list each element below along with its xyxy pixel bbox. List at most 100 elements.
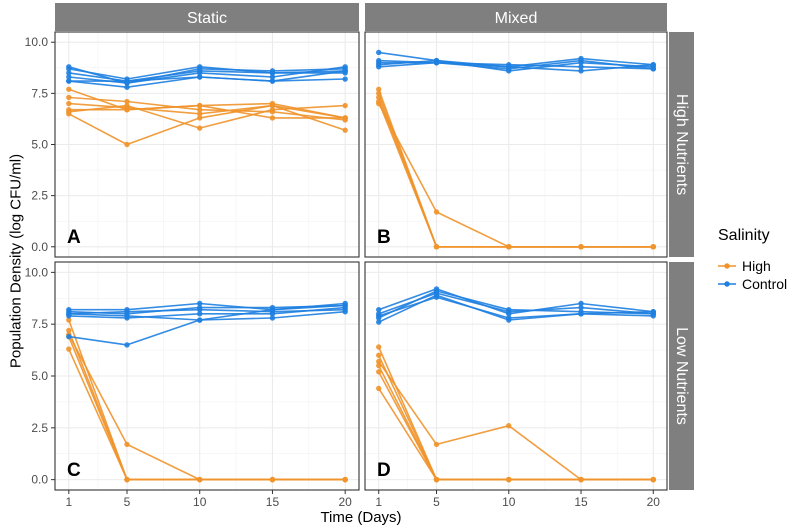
panel-a-control-data-point (197, 70, 203, 76)
y-tick-label: 10.0 (25, 35, 49, 49)
panel-a-control-data-point (124, 84, 130, 90)
panel-b-high-data-point (433, 244, 440, 250)
panel-a-control-data-point (66, 66, 72, 72)
panel-c-control-data-point (124, 309, 130, 315)
panel-a-high-data-point (124, 98, 130, 105)
x-tick-label: 15 (266, 495, 280, 509)
panel-a-high-data-point (269, 115, 276, 121)
panel-c-letter: C (67, 460, 81, 481)
panel-d-high-data-point (376, 352, 382, 358)
panel-a-high-data-point (197, 125, 203, 131)
x-tick-label: 20 (339, 495, 353, 509)
panel-c-high-data-point (66, 317, 72, 323)
panel-d-control-data-point (376, 306, 382, 313)
panel-a-control-data-point (197, 64, 203, 70)
panel-c-high-data-point (66, 346, 72, 352)
panel-a-high-data-point (66, 86, 72, 92)
panel-d-high-data-point (433, 441, 440, 448)
column-strip-mixed (365, 3, 667, 31)
panel-c-high-data-point (124, 441, 130, 448)
y-tick-label: 7.5 (31, 86, 48, 100)
panel-c-control-data-point (66, 333, 72, 340)
panel-b-control-data-point (650, 62, 656, 68)
panel-a-high-data-point (269, 102, 276, 109)
panel-d-high-data-point (650, 476, 656, 483)
panel-a-control-data-point (124, 78, 130, 84)
panel-c-control-data-point (124, 342, 130, 348)
panel-a-high-data-point (197, 111, 203, 117)
panel-a-control-data-point (66, 70, 72, 76)
panel-a-control-data-point (269, 74, 276, 80)
row-strip-label: Low Nutrients (673, 327, 690, 425)
panel-d-control-data-point (433, 292, 440, 298)
panel-d-high-data-point (376, 369, 382, 375)
panel-b-control-data-point (376, 64, 382, 70)
panel-b-control-data-point (376, 49, 382, 56)
legend-title: Salinity (718, 227, 770, 244)
panel-a-control-data-point (269, 78, 276, 84)
column-strip-label: Mixed (495, 10, 538, 27)
panel-a-high-data-point (66, 109, 72, 115)
panel-b-control-data-point (578, 64, 584, 70)
panel-a-high-data-point (124, 141, 130, 148)
legend-label-high: High (742, 258, 771, 274)
legend-key-point-control (724, 281, 730, 287)
x-tick-label: 5 (433, 495, 440, 509)
legend-label-control: Control (742, 276, 787, 292)
panel-c-control-data-point (197, 311, 203, 317)
y-axis-title: Population Density (log CFU/ml) (8, 154, 25, 368)
panel-b-high-data-point (650, 244, 656, 250)
y-tick-label: 7.5 (31, 317, 48, 331)
panel-c-control-data-point (66, 311, 72, 317)
panel-c-control-data-point (269, 311, 276, 317)
panel-b-high-data-point (433, 209, 440, 215)
panel-d-high-data-point (376, 344, 382, 350)
panel-c-control-data-point (342, 302, 348, 309)
panel-b-border (364, 31, 668, 258)
y-tick-label: 2.5 (31, 421, 48, 435)
panel-d-control-data-point (578, 304, 584, 311)
x-tick-label: 20 (647, 495, 661, 509)
panel-b-control-data-point (578, 57, 584, 64)
panel-b-high-data-point (376, 100, 382, 107)
panel-c-high-data-point (66, 327, 72, 334)
panel-c-high-data-point (269, 476, 276, 483)
panel-a-high-data-point (197, 115, 203, 121)
row-strip-low-nutrients (669, 262, 694, 490)
panel-d-letter: D (377, 460, 391, 481)
panel-a-control-data-point (342, 64, 348, 70)
panel-d-border (364, 261, 668, 491)
panel-b-high-data-point (578, 244, 584, 250)
panel-c-control-data-point (197, 317, 203, 323)
row-strip-high-nutrients (669, 32, 694, 257)
panel-d-high-data-point (506, 476, 512, 483)
panel-a-high-data-point (342, 127, 348, 133)
panel-b-control-data-point (433, 59, 440, 66)
x-tick-label: 10 (502, 495, 516, 509)
panel-d-control-data-point (506, 306, 512, 313)
panel-c-control-data-point (124, 313, 130, 319)
panel-b-high-data-point (506, 244, 512, 250)
panel-b-control-data-point (506, 66, 512, 72)
column-strip-static (55, 3, 359, 31)
panel-b-high-data-point (376, 86, 382, 92)
column-strip-label: Static (187, 10, 227, 27)
y-tick-label: 2.5 (31, 189, 48, 203)
panel-a-control-data-point (197, 74, 203, 80)
panel-a-control-data-point (269, 70, 276, 76)
panel-c-control-data-point (269, 315, 276, 321)
panel-a-control-data-point (342, 68, 348, 74)
panel-a-control-data-point (66, 74, 72, 80)
panel-c-control-data-point (197, 306, 203, 313)
panel-b-control-data-point (376, 57, 382, 64)
panel-c-high-data-point (197, 476, 203, 483)
panel-b-control-data-point (650, 66, 656, 72)
panel-d-high-data-point (506, 423, 512, 429)
y-tick-label: 10.0 (25, 265, 49, 279)
panel-b-high-data-point (376, 94, 382, 101)
panel-b-high-data-point (376, 90, 382, 97)
panel-b-control-data-point (578, 68, 584, 74)
panel-c-control-data-point (269, 306, 276, 313)
panel-a-control-data-point (342, 76, 348, 82)
